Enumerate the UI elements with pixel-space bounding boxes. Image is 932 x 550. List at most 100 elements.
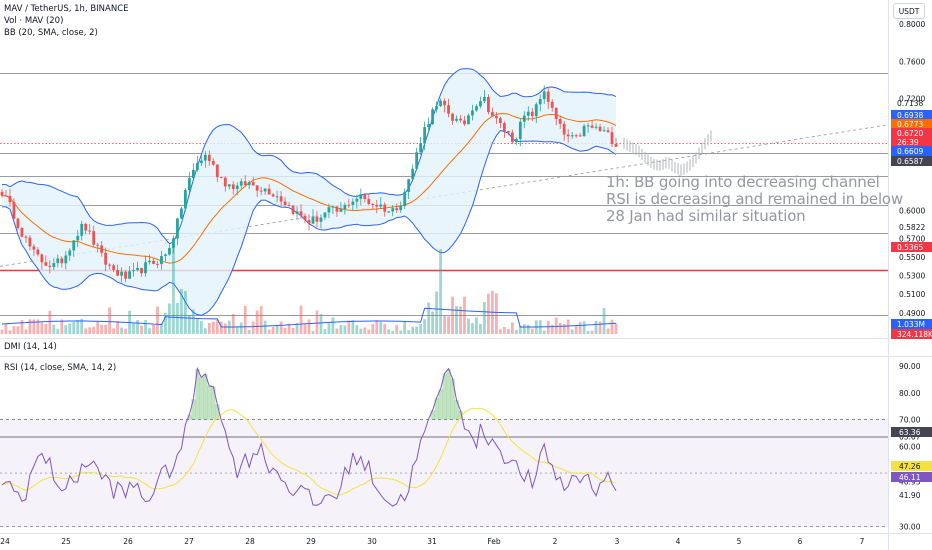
rsi-tick-label: 41.90 xyxy=(899,491,921,500)
candle-body xyxy=(207,154,211,162)
candle-body xyxy=(530,111,534,117)
candle-body xyxy=(395,208,399,211)
volume-bar xyxy=(48,310,52,334)
candle-body xyxy=(172,238,175,249)
volume-bar xyxy=(371,323,375,334)
candle-body xyxy=(562,123,566,135)
chart-annotation: 1h: BB going into decreasing channel RSI… xyxy=(606,174,903,225)
candle-body xyxy=(307,220,311,224)
volume-bar xyxy=(8,330,12,334)
currency-button[interactable]: USDT xyxy=(893,3,925,19)
rsi-tick-label: 90.00 xyxy=(899,362,921,371)
price-badge: 0.6587 xyxy=(891,156,932,166)
volume-bar xyxy=(172,244,175,334)
candle-body xyxy=(363,194,367,200)
price-tick-label: 0.5100 xyxy=(899,290,925,299)
candle-body xyxy=(219,177,223,179)
volume-bar xyxy=(231,313,235,334)
volume-bar xyxy=(487,293,490,334)
candle-body xyxy=(570,135,574,137)
candle-body xyxy=(371,203,375,205)
candle-body xyxy=(187,177,191,191)
candle-body xyxy=(148,260,151,263)
volume-bar xyxy=(455,306,458,334)
rsi-overbought-fill xyxy=(442,373,447,420)
candle-body xyxy=(195,163,199,170)
volume-bar xyxy=(475,317,478,334)
candle-body xyxy=(435,106,438,110)
volume-bar xyxy=(383,323,387,334)
candle-body xyxy=(60,258,64,264)
rsi-badge-bg xyxy=(891,461,932,471)
candle-body xyxy=(215,164,219,178)
candle-body xyxy=(526,111,530,116)
volume-bar xyxy=(494,293,498,334)
candle-body xyxy=(598,126,602,131)
candles xyxy=(0,85,618,283)
candle-body xyxy=(379,204,383,207)
volume-bar xyxy=(570,329,574,334)
rsi-tick-label: 80.00 xyxy=(899,389,921,398)
volume-bar xyxy=(44,323,48,334)
price-tick-label: 0.7200 xyxy=(899,95,925,104)
volume-bar xyxy=(578,321,582,334)
candle-body xyxy=(355,198,359,202)
volume-bar xyxy=(164,312,167,334)
volume-bar xyxy=(140,325,143,334)
volume-bar xyxy=(427,302,431,334)
rsi-panel xyxy=(0,366,888,528)
volume-bar xyxy=(152,324,155,334)
volume-bar xyxy=(483,302,486,334)
dmi-indicator-label[interactable]: DMI (14, 14) xyxy=(4,342,57,352)
volume-bar xyxy=(614,323,618,334)
bb-upper-band xyxy=(1,68,617,245)
rsi-overbought-fill xyxy=(454,400,459,420)
candle-body xyxy=(0,191,4,196)
volume-bar xyxy=(447,316,450,334)
bb-indicator-label[interactable]: BB (20, SMA, close, 2) xyxy=(4,28,98,38)
volume-bar xyxy=(255,310,259,334)
candle-body xyxy=(96,244,100,246)
volume-bar xyxy=(132,322,135,334)
candle-body xyxy=(144,262,147,274)
volume-bar xyxy=(64,325,68,334)
candle-body xyxy=(251,182,255,186)
time-tick-label: 24 xyxy=(0,537,10,546)
volume-bar xyxy=(251,321,255,334)
candle-body xyxy=(574,135,578,137)
candle-body xyxy=(56,258,60,264)
rsi-line xyxy=(1,366,617,507)
volume-bar xyxy=(191,309,195,334)
volume-bar xyxy=(56,329,60,334)
volume-bar xyxy=(443,316,446,334)
rsi-overbought-fill xyxy=(203,373,208,420)
rsi-overbought-fill xyxy=(430,410,435,420)
volume-bar xyxy=(307,319,311,334)
volume-bar xyxy=(120,327,124,334)
volume-bar xyxy=(275,325,279,334)
volume-bar xyxy=(403,321,407,334)
candle-body xyxy=(295,211,299,214)
volume-bar xyxy=(84,328,88,334)
volume-bar xyxy=(311,330,315,334)
candle-body xyxy=(132,270,135,272)
volume-bar xyxy=(522,324,526,334)
volume-bar xyxy=(72,322,76,334)
candle-body xyxy=(227,184,231,187)
candle-body xyxy=(610,132,614,145)
candle-body xyxy=(339,209,343,212)
candle-body xyxy=(164,254,167,257)
volume-bar xyxy=(351,320,355,334)
volume-bar xyxy=(295,323,299,334)
candle-body xyxy=(506,131,510,133)
volume-indicator-label[interactable]: Vol · MAV (20) xyxy=(4,16,64,26)
rsi-overbought-fill xyxy=(446,368,451,420)
volume-bar xyxy=(562,323,566,334)
price-badge-text: 1.033M xyxy=(897,320,925,329)
price-badge: 1.033M xyxy=(891,319,932,329)
volume-bar xyxy=(602,308,606,334)
rsi-indicator-label[interactable]: RSI (14, close, SMA, 14, 2) xyxy=(4,363,117,373)
volume-bar xyxy=(20,320,24,334)
candle-body xyxy=(235,185,239,190)
candle-body xyxy=(263,188,267,192)
